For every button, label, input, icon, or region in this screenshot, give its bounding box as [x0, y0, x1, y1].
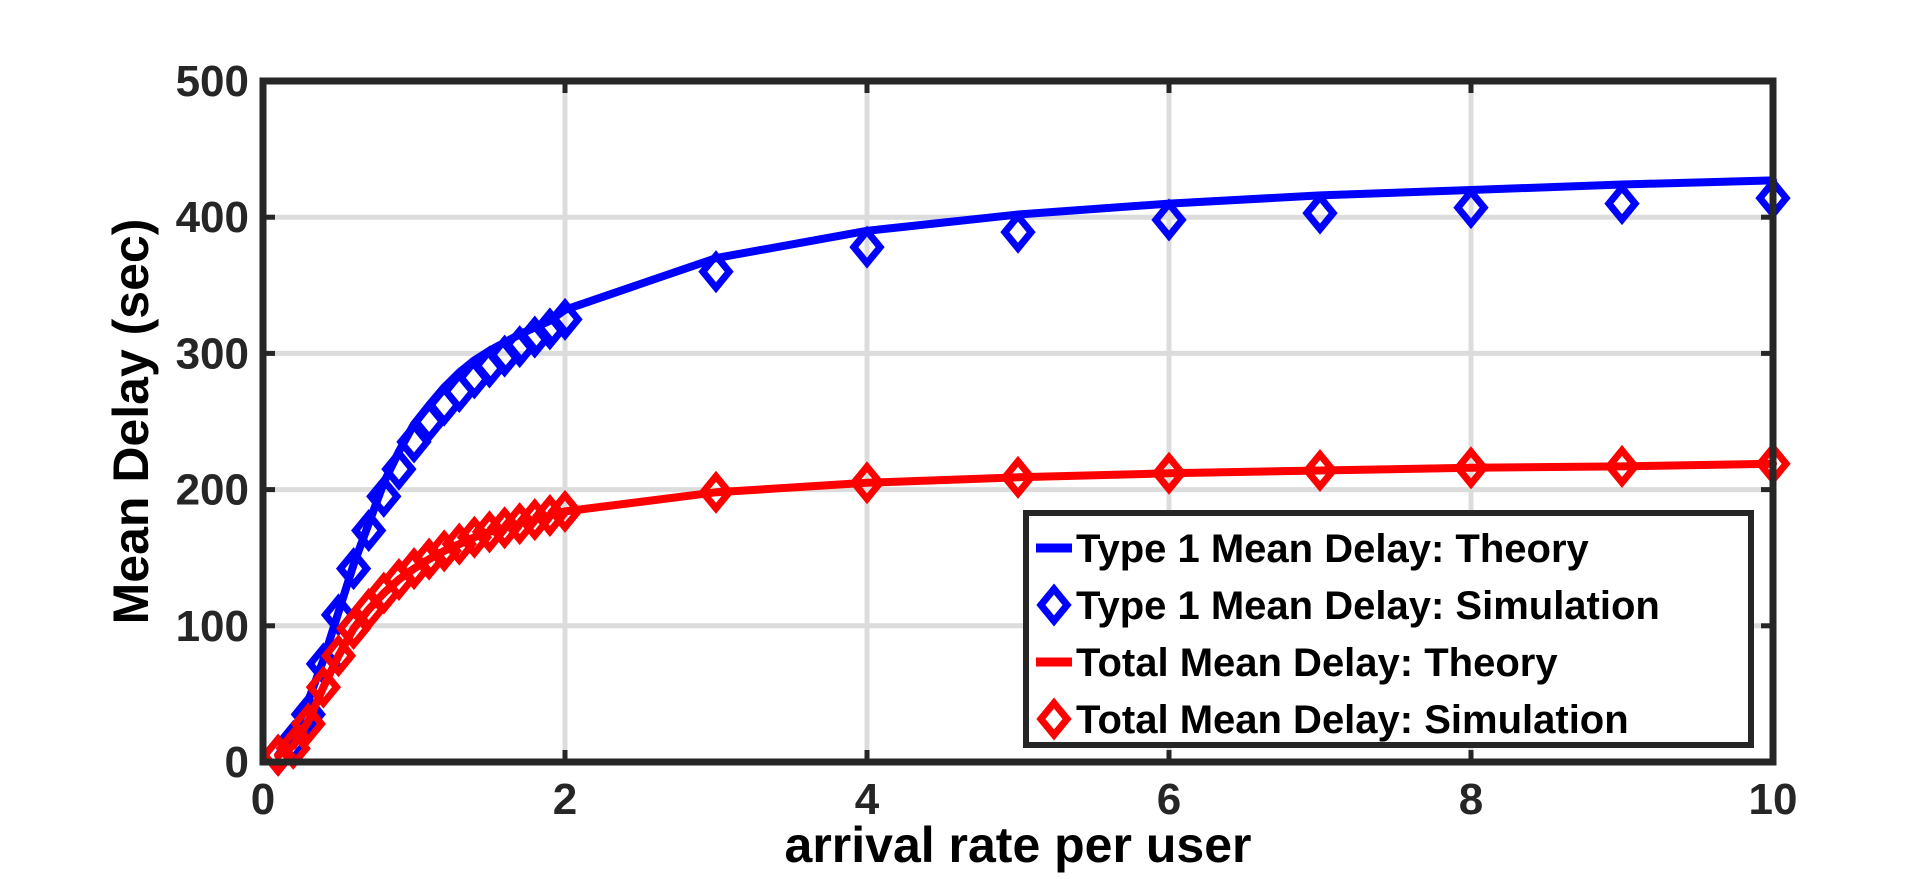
data-point	[1453, 446, 1489, 490]
data-point	[486, 506, 523, 550]
data-point	[471, 510, 508, 554]
y-tick-label: 200	[176, 466, 249, 515]
data-point	[547, 489, 583, 533]
data-point	[1000, 210, 1036, 254]
y-axis-label: Mean Delay (sec)	[103, 219, 159, 625]
y-tick-label: 500	[176, 57, 249, 106]
data-point	[351, 508, 387, 552]
data-point	[381, 447, 417, 491]
data-point	[1000, 455, 1036, 499]
x-tick-label: 4	[855, 775, 880, 824]
x-tick-label: 0	[251, 775, 275, 824]
data-point	[532, 493, 568, 537]
data-point	[849, 225, 885, 269]
data-point	[1151, 198, 1187, 242]
data-point	[366, 474, 402, 518]
data-point	[547, 297, 583, 341]
y-tick-label: 0	[225, 738, 249, 787]
data-point	[335, 547, 372, 591]
x-tick-label: 6	[1157, 775, 1181, 824]
y-tick-label: 100	[176, 602, 249, 651]
data-point	[1453, 186, 1489, 230]
data-point	[698, 470, 734, 514]
data-point	[517, 498, 553, 542]
data-point	[320, 634, 357, 678]
x-tick-label: 2	[553, 775, 577, 824]
data-point	[426, 529, 462, 573]
legend-box	[1023, 510, 1754, 748]
data-point	[441, 522, 477, 566]
data-point	[1302, 449, 1338, 493]
y-tick-label: 400	[176, 193, 249, 242]
data-point	[1151, 451, 1187, 495]
y-tick-label: 300	[176, 329, 249, 378]
x-axis-label: arrival rate per user	[785, 817, 1252, 873]
plot-series	[260, 176, 1791, 777]
x-tick-label: 8	[1459, 775, 1483, 824]
data-point	[396, 420, 432, 464]
data-point	[1302, 191, 1338, 235]
data-point	[260, 733, 296, 777]
legend-entry-label: Total Mean Delay: Theory	[1076, 641, 1558, 685]
data-point	[1604, 182, 1640, 226]
axes-box	[259, 77, 1777, 766]
legend: Type 1 Mean Delay: Theory Type 1 Mean Del…	[1023, 510, 1754, 748]
data-point	[502, 502, 538, 546]
legend-entry-label: Total Mean Delay: Simulation	[1076, 698, 1629, 742]
legend-entry-label: Type 1 Mean Delay: Simulation	[1076, 584, 1660, 628]
legend-marker-swatch	[1036, 583, 1072, 627]
data-point	[290, 702, 326, 746]
legend-marker-swatch	[1036, 697, 1072, 741]
x-tick-label: 10	[1749, 775, 1798, 824]
series-4	[260, 442, 1791, 777]
data-point	[1604, 444, 1640, 488]
data-point	[849, 461, 885, 505]
legend-entry-label: Type 1 Mean Delay: Theory	[1076, 527, 1590, 571]
data-point	[456, 515, 493, 559]
data-point	[698, 250, 734, 294]
data-point	[305, 665, 342, 709]
